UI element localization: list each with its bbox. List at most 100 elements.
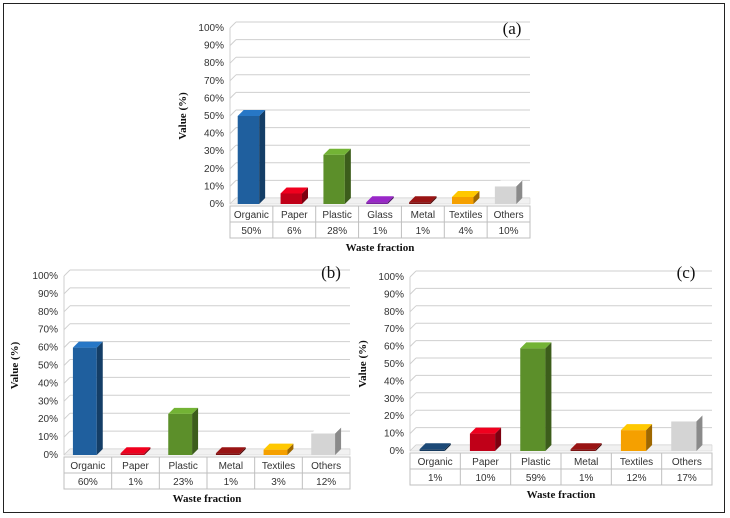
bar-front bbox=[120, 453, 145, 455]
data-label: 1% bbox=[373, 226, 388, 237]
bar-top bbox=[469, 427, 502, 434]
bar-metal bbox=[215, 447, 246, 455]
gridline-depth bbox=[63, 394, 71, 402]
bar-side bbox=[545, 342, 552, 451]
bar-top bbox=[671, 415, 703, 422]
data-label: 6% bbox=[287, 226, 302, 237]
bar-side bbox=[335, 427, 342, 455]
bar-side bbox=[387, 196, 394, 204]
panel-label: (c) bbox=[677, 263, 696, 282]
bar-top bbox=[419, 443, 451, 450]
gridline-depth bbox=[409, 392, 417, 400]
bar-front bbox=[671, 421, 697, 451]
y-tick-label: 60% bbox=[38, 343, 58, 354]
bar-front bbox=[168, 413, 193, 455]
bar-top bbox=[280, 187, 308, 194]
bar-side bbox=[595, 443, 602, 451]
y-tick-label: 70% bbox=[204, 76, 224, 87]
data-label: 1% bbox=[128, 477, 143, 488]
category-label: Textiles bbox=[620, 457, 653, 468]
bar-side bbox=[239, 447, 246, 455]
data-label: 28% bbox=[327, 226, 347, 237]
bar-top bbox=[520, 342, 552, 349]
bar-front bbox=[72, 347, 97, 455]
bar-front bbox=[469, 433, 496, 451]
chart-panel-2: 0% 10% 20% 30% 40% 50% 60% 70% 80% 90% 100% Organic… bbox=[9, 263, 351, 505]
data-label: 4% bbox=[458, 226, 473, 237]
y-tick-label: 60% bbox=[204, 93, 224, 104]
y-tick-label: 40% bbox=[384, 376, 404, 387]
category-label: Paper bbox=[281, 210, 308, 221]
bar-others bbox=[494, 180, 523, 204]
bar-side bbox=[516, 180, 523, 204]
data-label: 59% bbox=[526, 473, 546, 484]
category-label: Organic bbox=[418, 457, 453, 468]
bar-side bbox=[473, 190, 480, 204]
chart-panel-3: 0% 10% 20% 30% 40% 50% 60% 70% 80% 90% 100% Organic… bbox=[357, 263, 713, 501]
bar-front bbox=[311, 433, 336, 455]
bar-front bbox=[620, 430, 647, 451]
category-label: Plastic bbox=[168, 461, 197, 472]
x-axis-label: Waste fraction bbox=[527, 489, 596, 501]
y-tick-label: 80% bbox=[204, 58, 224, 69]
bar-front bbox=[215, 453, 240, 455]
bar-front bbox=[570, 449, 596, 451]
category-label: Organic bbox=[234, 210, 269, 221]
bar-top bbox=[168, 407, 199, 414]
category-label: Metal bbox=[411, 210, 435, 221]
bar-paper bbox=[120, 447, 151, 455]
bar-side bbox=[344, 148, 351, 204]
bar-top bbox=[409, 196, 437, 203]
bar-top bbox=[323, 148, 351, 155]
gridline-depth bbox=[229, 162, 237, 170]
category-label: Metal bbox=[219, 461, 243, 472]
y-tick-label: 40% bbox=[38, 378, 58, 389]
x-axis-label: Waste fraction bbox=[346, 242, 415, 254]
y-tick-label: 10% bbox=[384, 429, 404, 440]
gridline-depth bbox=[63, 323, 71, 331]
gridline-depth bbox=[409, 270, 417, 278]
data-label: 60% bbox=[78, 477, 98, 488]
category-label: Glass bbox=[367, 210, 393, 221]
bar-organic bbox=[237, 110, 266, 204]
category-label: Paper bbox=[122, 461, 149, 472]
gridline-depth bbox=[409, 427, 417, 434]
gridline-depth bbox=[229, 56, 237, 64]
y-tick-label: 20% bbox=[204, 164, 224, 175]
y-tick-label: 0% bbox=[390, 446, 405, 457]
bar-front bbox=[520, 348, 546, 451]
bar-glass bbox=[366, 196, 394, 204]
y-tick-label: 100% bbox=[198, 23, 224, 34]
bar-plastic bbox=[323, 148, 351, 204]
y-tick-label: 20% bbox=[384, 411, 404, 422]
bar-textiles bbox=[620, 424, 653, 451]
bar-organic bbox=[72, 341, 103, 455]
bar-front bbox=[452, 196, 474, 204]
y-tick-label: 60% bbox=[384, 342, 404, 353]
bar-textiles bbox=[452, 190, 480, 204]
chart-floor bbox=[409, 444, 713, 452]
category-label: Others bbox=[311, 461, 341, 472]
figure-frame bbox=[3, 3, 725, 513]
y-tick-label: 50% bbox=[204, 111, 224, 122]
bar-paper bbox=[280, 187, 308, 204]
bar-top bbox=[120, 447, 151, 454]
bar-side bbox=[287, 443, 294, 455]
bar-side bbox=[144, 447, 151, 455]
gridline-depth bbox=[409, 409, 417, 417]
gridline-depth bbox=[63, 269, 71, 277]
category-label: Others bbox=[672, 457, 702, 468]
gridline-depth bbox=[409, 322, 417, 330]
gridline-depth bbox=[229, 21, 237, 29]
bar-organic bbox=[419, 443, 451, 451]
gridline-depth bbox=[409, 357, 417, 365]
bar-front bbox=[494, 186, 517, 204]
bar-top bbox=[366, 196, 394, 203]
y-tick-label: 50% bbox=[38, 361, 58, 372]
category-label: Others bbox=[494, 210, 524, 221]
bar-side bbox=[696, 415, 703, 451]
gridline-depth bbox=[63, 305, 71, 313]
gridline-depth bbox=[409, 305, 417, 313]
category-label: Organic bbox=[70, 461, 105, 472]
gridline-depth bbox=[409, 340, 417, 347]
